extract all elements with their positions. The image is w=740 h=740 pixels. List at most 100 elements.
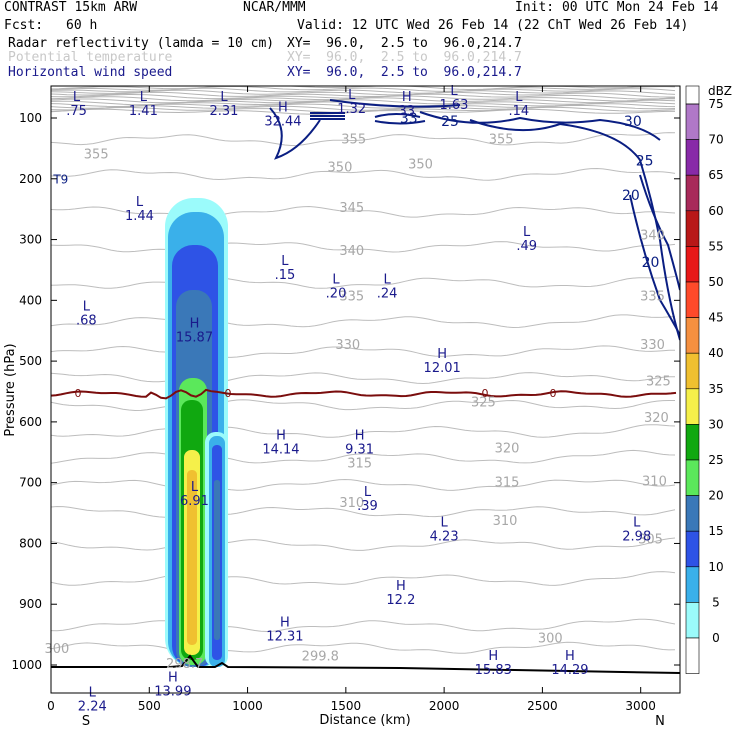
y-tick-label: 700: [19, 476, 42, 490]
theta-contour-line: [51, 478, 676, 491]
extrema-type: H: [402, 90, 412, 105]
extrema-value: 1.63: [439, 98, 468, 113]
organization: NCAR/MMM: [243, 0, 306, 15]
colorbar-label: 45: [708, 311, 723, 325]
x-tick-label: 500: [138, 699, 161, 713]
x-tick-label: 1000: [232, 699, 263, 713]
wind-labels: 33 25 30 25 20 20: [400, 111, 660, 271]
field-xy-wind: XY= 96.0, 2.5 to 96.0,214.7: [287, 65, 522, 80]
colorbar-label: 0: [712, 631, 720, 645]
colorbar-swatch: [685, 495, 700, 532]
extrema-type: L: [281, 254, 289, 269]
extrema-value: 14.29: [551, 663, 588, 678]
wind-contour-line: [629, 174, 680, 336]
theta-contour-line: [51, 449, 676, 464]
forecast-hours: 60 h: [66, 18, 98, 33]
extrema-type: H: [278, 100, 288, 115]
freezing-level-label: 0: [225, 387, 232, 400]
extrema-type: L: [191, 480, 199, 495]
theta-contour-line: [51, 132, 676, 147]
extrema-type: H: [437, 347, 447, 362]
x-tick-label: 3000: [625, 699, 656, 713]
reflectivity-side-cell: [214, 480, 220, 640]
reflectivity-storm: [165, 198, 228, 667]
theta-contour-line: [51, 167, 676, 181]
theta-label: 300: [44, 642, 69, 657]
extrema-value: 1.32: [337, 102, 366, 117]
extrema-type: L: [348, 88, 356, 103]
extrema-type: L: [523, 225, 531, 240]
theta-label: 320: [495, 441, 520, 456]
colorbar-swatch: [685, 246, 700, 283]
theta-label: 355: [489, 133, 514, 148]
terrain-profile: [51, 654, 680, 674]
y-tick-label: 900: [19, 597, 42, 611]
theta-label: 310: [642, 475, 667, 490]
extrema-type: L: [83, 300, 91, 315]
y-tick-label: 600: [19, 415, 42, 429]
extrema-value: 33: [399, 104, 416, 119]
theta-label: 350: [328, 160, 353, 175]
colorbar-units: dBZ: [708, 84, 732, 98]
extrema-label: T9: [52, 173, 68, 187]
colorbar-label: 10: [708, 560, 723, 574]
colorbar-label: 55: [708, 239, 723, 253]
theta-labels: 355 355 355 350 350 345 340 340 335 335 330 330 325 3…: [44, 133, 670, 673]
init-time: Init: 00 UTC Mon 24 Feb 14: [515, 0, 719, 15]
theta-label: 300: [538, 632, 563, 647]
theta-label: 310: [493, 514, 518, 529]
theta-label: 298.7: [166, 657, 203, 672]
wind-jet-core: [310, 112, 345, 120]
extrema-value: 1.41: [129, 104, 158, 119]
extrema-type: H: [488, 649, 498, 664]
freezing-level-label: 0: [75, 387, 82, 400]
theta-label: 355: [341, 133, 366, 148]
model-name: CONTRAST 15km ARW: [4, 0, 138, 15]
wind-label: 20: [622, 188, 640, 204]
field-name-wind: Horizontal wind speed: [8, 65, 173, 80]
colorbar-label: 5: [712, 595, 720, 609]
stratospheric-theta-band: [51, 86, 676, 115]
extrema-value: 13.99: [154, 684, 191, 699]
colorbar-label: 20: [708, 489, 723, 503]
extrema-value: 2.31: [209, 104, 238, 119]
extrema-value: 14.14: [262, 442, 299, 457]
wind-contour-line: [469, 119, 680, 341]
field-xy-theta: XY= 96.0, 2.5 to 96.0,214.7: [287, 50, 522, 65]
extrema-type: H: [190, 317, 200, 332]
theta-contour-line: [51, 537, 676, 551]
extrema-value: 1.44: [125, 209, 154, 224]
extrema-value: .24: [377, 286, 398, 301]
wind-label: 30: [624, 114, 642, 130]
x-end-left: S: [82, 714, 90, 729]
colorbar-swatch: [685, 388, 700, 425]
wind-label: 25: [636, 153, 654, 169]
colorbar-label: 30: [708, 417, 723, 431]
freezing-level-label: 0: [482, 387, 489, 400]
strat-theta-line: [51, 97, 676, 104]
colorbar-swatch: [685, 566, 700, 603]
extrema-type: L: [73, 90, 81, 105]
theta-contours: [51, 132, 676, 654]
theta-contour-line: [51, 345, 676, 358]
colorbar-label: 70: [708, 133, 723, 147]
colorbar-swatch: [685, 139, 700, 176]
colorbar-label: 65: [708, 168, 723, 182]
theta-label: 310: [339, 496, 364, 511]
colorbar-swatch: [685, 530, 700, 568]
field-name-reflectivity: Radar reflectivity (lamda = 10 cm): [8, 36, 275, 51]
extrema-type: H: [396, 579, 406, 594]
theta-contour-line: [51, 571, 676, 586]
theta-label: 340: [339, 244, 364, 259]
colorbar-swatch: [685, 424, 700, 461]
strat-theta-line: [51, 86, 658, 90]
colorbar-label: 75: [708, 97, 723, 111]
theta-label: 330: [640, 338, 665, 353]
theta-label: 320: [644, 411, 669, 426]
wind-label: 20: [642, 255, 660, 271]
colorbar-swatch: [685, 174, 700, 212]
extrema-value: 12.01: [424, 361, 461, 376]
theta-label: 299.8: [302, 650, 339, 665]
